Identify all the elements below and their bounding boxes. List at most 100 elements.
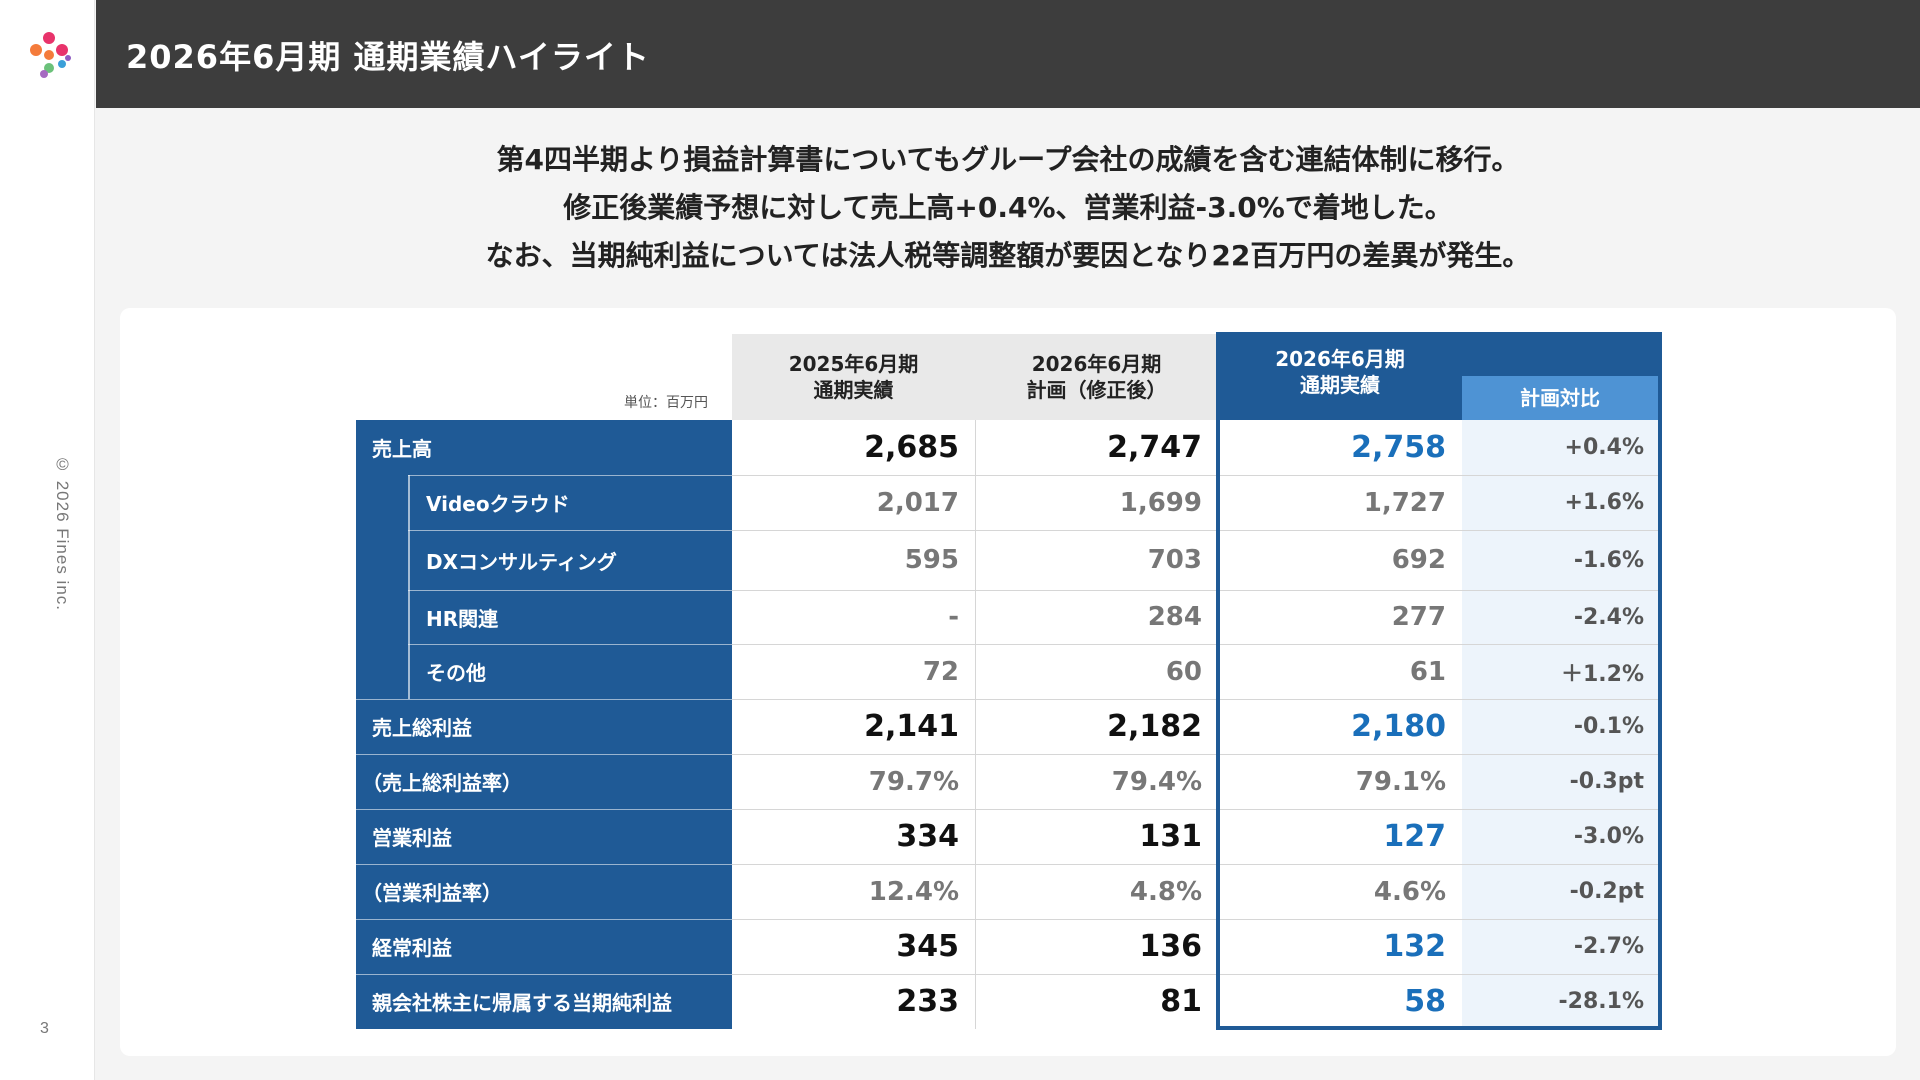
- label-divider: [408, 530, 732, 531]
- table-cell: -0.2pt: [1462, 864, 1660, 919]
- table-cell: -0.1%: [1462, 699, 1660, 754]
- row-label: HR関連: [408, 590, 732, 644]
- header-line: 通期実績: [1300, 373, 1380, 397]
- table-cell: 12.4%: [868, 876, 959, 907]
- summary-line: なお、当期純利益については法人税等調整額が要因となり22百万円の差異が発生。: [485, 239, 1531, 272]
- table-cell: +0.4%: [1462, 420, 1660, 475]
- row-label: 売上総利益: [356, 699, 732, 754]
- page-number: 3: [40, 1020, 49, 1037]
- row-divider: [732, 864, 1662, 865]
- table-cell: 692: [1391, 545, 1446, 575]
- left-sidebar: © 2026 Fines inc. 3: [0, 0, 95, 1080]
- slide-header: 2026年6月期 通期業績ハイライト: [96, 0, 1920, 108]
- unit-label: 単位：百万円: [624, 395, 708, 411]
- table-cell: -28.1%: [1462, 974, 1660, 1029]
- header-plan-compare-bg: [1462, 334, 1662, 376]
- header-fy2026-plan: 2026年6月期 計画（修正後）: [975, 334, 1218, 420]
- column-divider: [1218, 420, 1219, 1029]
- table-cell: 334: [896, 819, 959, 854]
- table-cell: 79.4%: [1111, 766, 1202, 797]
- table-cell: 79.7%: [868, 766, 959, 797]
- table-cell: 1,727: [1363, 487, 1446, 518]
- table-cell: 131: [1139, 819, 1202, 854]
- row-divider: [732, 699, 1662, 700]
- table-cell: +1.6%: [1462, 475, 1660, 530]
- table-cell: 2,182: [1107, 709, 1202, 744]
- copyright-text: © 2026 Fines inc.: [53, 455, 72, 612]
- header-line: 通期実績: [813, 378, 894, 402]
- table-cell: 58: [1404, 984, 1446, 1019]
- row-label: （売上総利益率）: [356, 754, 732, 809]
- table-cell: -1.6%: [1462, 530, 1660, 590]
- row-divider: [732, 644, 1662, 645]
- table-cell: 1,699: [1119, 487, 1202, 518]
- row-label: 親会社株主に帰属する当期純利益: [356, 974, 732, 1029]
- table-cell: 233: [896, 984, 959, 1019]
- table-cell: 2,685: [864, 430, 959, 465]
- table-cell: 60: [1165, 656, 1202, 687]
- row-label: 経常利益: [356, 919, 732, 974]
- label-divider: [356, 809, 732, 810]
- row-divider: [732, 590, 1662, 591]
- table-cell: 127: [1383, 819, 1446, 854]
- fines-logo-icon: [30, 32, 71, 78]
- table-cell: 2,141: [864, 709, 959, 744]
- row-label: その他: [408, 644, 732, 699]
- row-divider: [732, 754, 1662, 755]
- table-cell: 4.8%: [1129, 876, 1202, 907]
- table-cell: 2,747: [1107, 430, 1202, 465]
- table-cell: 72: [922, 656, 959, 687]
- sub-items-band: [356, 475, 408, 699]
- summary-line: 修正後業績予想に対して売上高+0.4%、営業利益-3.0%で着地した。: [563, 191, 1453, 224]
- table-cell: 2,180: [1351, 709, 1446, 744]
- row-divider: [732, 530, 1662, 531]
- table-cell: 132: [1383, 929, 1446, 964]
- header-fy2026-actual: 2026年6月期 通期実績: [1218, 334, 1462, 420]
- page-title: 2026年6月期 通期業績ハイライト: [126, 38, 650, 76]
- row-divider: [732, 919, 1662, 920]
- table-cell: 136: [1139, 929, 1202, 964]
- header-line: 2026年6月期: [1275, 347, 1405, 371]
- label-divider: [408, 644, 732, 645]
- table-cell: 595: [904, 545, 959, 575]
- table-cell: 81: [1160, 984, 1202, 1019]
- row-label: 売上高: [356, 420, 732, 475]
- row-divider: [732, 809, 1662, 810]
- label-divider: [356, 864, 732, 865]
- table-cell: -3.0%: [1462, 809, 1660, 864]
- label-divider: [356, 754, 732, 755]
- table-cell: 79.1%: [1355, 766, 1446, 797]
- table-cell: 277: [1391, 602, 1446, 632]
- label-divider: [356, 974, 732, 975]
- header-line: 計画（修正後）: [1026, 378, 1167, 402]
- table-cell: -2.4%: [1462, 590, 1660, 644]
- summary-line: 第4四半期より損益計算書についてもグループ会社の成績を含む連結体制に移行。: [496, 143, 1520, 176]
- table-cell: 2,758: [1351, 430, 1446, 465]
- label-divider: [356, 919, 732, 920]
- table-cell: 2,017: [876, 487, 959, 518]
- table-cell: 703: [1147, 545, 1202, 575]
- table-cell: 61: [1409, 656, 1446, 687]
- label-divider: [356, 699, 732, 700]
- column-divider: [975, 420, 976, 1029]
- header-fy2025-actual: 2025年6月期 通期実績: [732, 334, 975, 420]
- table-cell: 284: [1147, 602, 1202, 632]
- table-cell: 345: [896, 929, 959, 964]
- row-label: （営業利益率）: [356, 864, 732, 919]
- summary-text: 第4四半期より損益計算書についてもグループ会社の成績を含む連結体制に移行。 修正…: [96, 136, 1920, 280]
- table-cell: -: [948, 602, 959, 632]
- table-cell: -2.7%: [1462, 919, 1660, 974]
- table-cell: ＋1.2%: [1462, 644, 1660, 699]
- row-label: Videoクラウド: [408, 475, 732, 530]
- table-cell: 4.6%: [1373, 876, 1446, 907]
- label-divider: [408, 475, 732, 476]
- label-divider: [408, 590, 732, 591]
- header-line: 2025年6月期: [788, 352, 919, 376]
- table-cell: -0.3pt: [1462, 754, 1660, 809]
- header-plan-compare: 計画対比: [1462, 376, 1658, 420]
- row-divider: [732, 974, 1662, 975]
- row-divider: [732, 475, 1662, 476]
- row-label: 営業利益: [356, 809, 732, 864]
- row-label: DXコンサルティング: [408, 530, 732, 590]
- header-line: 2026年6月期: [1031, 352, 1162, 376]
